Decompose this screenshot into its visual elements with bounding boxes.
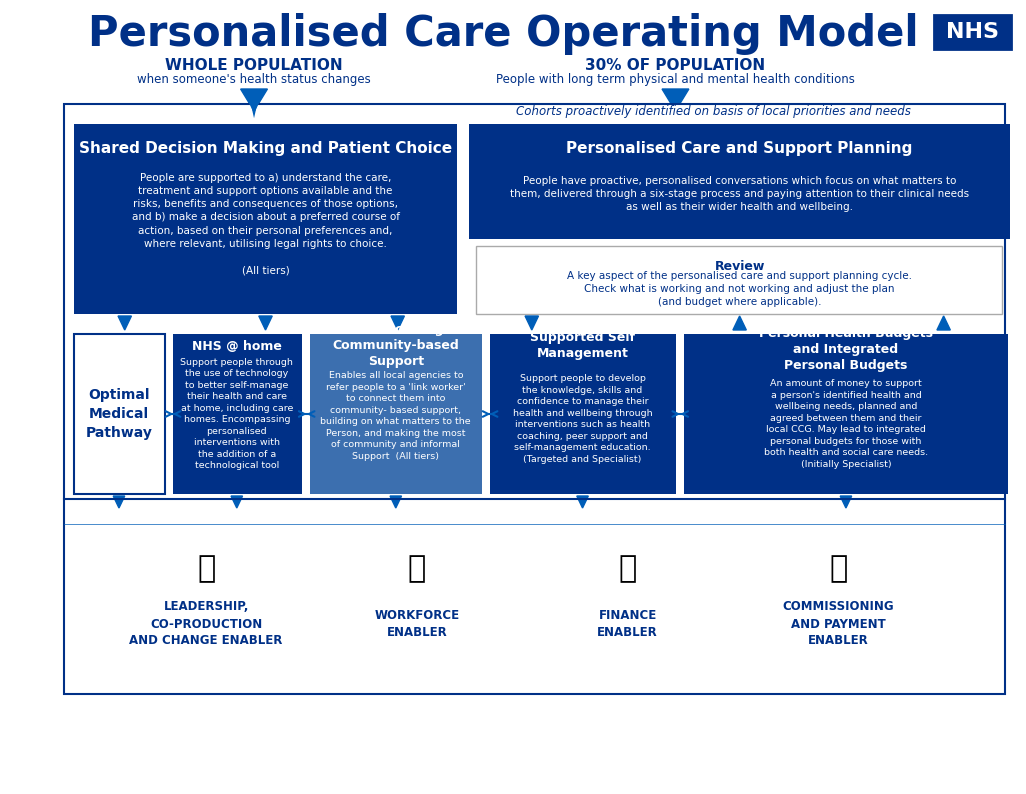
Polygon shape xyxy=(577,496,588,508)
Polygon shape xyxy=(259,316,272,330)
Polygon shape xyxy=(937,316,950,330)
Text: WHOLE POPULATION: WHOLE POPULATION xyxy=(165,59,343,74)
Text: 📋: 📋 xyxy=(829,554,847,584)
Text: Review: Review xyxy=(714,260,764,272)
FancyBboxPatch shape xyxy=(65,104,1004,694)
Polygon shape xyxy=(525,316,539,330)
Text: Support people to develop
the knowledge, skills and
confidence to manage their
h: Support people to develop the knowledge,… xyxy=(513,375,653,464)
Text: Optimal
Medical
Pathway: Optimal Medical Pathway xyxy=(85,387,153,441)
Text: WORKFORCE
ENABLER: WORKFORCE ENABLER xyxy=(374,609,460,639)
Text: A key aspect of the personalised care and support planning cycle.
Check what is : A key aspect of the personalised care an… xyxy=(567,271,912,307)
Text: LEADERSHIP,
CO-PRODUCTION
AND CHANGE ENABLER: LEADERSHIP, CO-PRODUCTION AND CHANGE ENA… xyxy=(129,600,283,647)
Text: FINANCE
ENABLER: FINANCE ENABLER xyxy=(597,609,658,639)
Polygon shape xyxy=(118,316,131,330)
Text: NHS @ home: NHS @ home xyxy=(192,340,282,353)
Polygon shape xyxy=(662,89,688,111)
Text: Enables all local agencies to
refer people to a 'link worker'
to connect them in: Enables all local agencies to refer peop… xyxy=(320,372,471,461)
Text: Supported Self
Management: Supported Self Management xyxy=(530,332,635,360)
Text: NHS: NHS xyxy=(946,22,999,42)
Text: when someone's health status changes: when someone's health status changes xyxy=(137,74,371,87)
Text: Shared Decision Making and Patient Choice: Shared Decision Making and Patient Choic… xyxy=(79,141,452,156)
Text: 👥: 👥 xyxy=(197,554,215,584)
Polygon shape xyxy=(390,496,401,508)
FancyBboxPatch shape xyxy=(172,334,302,494)
FancyBboxPatch shape xyxy=(934,15,1011,49)
Polygon shape xyxy=(231,496,242,508)
Text: 👤: 👤 xyxy=(407,554,426,584)
Text: People are supported to a) understand the care,
treatment and support options av: People are supported to a) understand th… xyxy=(131,173,399,276)
Polygon shape xyxy=(241,89,268,111)
Text: Social Prescribing and
Community-based
Support: Social Prescribing and Community-based S… xyxy=(318,323,474,368)
Polygon shape xyxy=(733,316,746,330)
Text: Support people through
the use of technology
to better self-manage
their health : Support people through the use of techno… xyxy=(181,358,293,470)
Text: Personal Health Budgets
and Integrated
Personal Budgets: Personal Health Budgets and Integrated P… xyxy=(759,326,933,372)
FancyBboxPatch shape xyxy=(476,246,1002,314)
Polygon shape xyxy=(113,496,125,508)
Polygon shape xyxy=(840,496,852,508)
Text: Cohorts proactively identified on basis of local priorities and needs: Cohorts proactively identified on basis … xyxy=(516,106,911,118)
Text: An amount of money to support
a person's identified health and
wellbeing needs, : An amount of money to support a person's… xyxy=(764,380,928,468)
Text: People have proactive, personalised conversations which focus on what matters to: People have proactive, personalised conv… xyxy=(510,175,970,212)
Text: 30% OF POPULATION: 30% OF POPULATION xyxy=(586,59,765,74)
Text: Personalised Care Operating Model: Personalised Care Operating Model xyxy=(88,13,918,55)
FancyBboxPatch shape xyxy=(489,334,676,494)
Polygon shape xyxy=(391,316,404,330)
Text: 📈: 📈 xyxy=(619,554,637,584)
Text: Personalised Care and Support Planning: Personalised Care and Support Planning xyxy=(566,141,913,156)
Text: People with long term physical and mental health conditions: People with long term physical and menta… xyxy=(496,74,855,87)
FancyBboxPatch shape xyxy=(74,124,457,314)
FancyBboxPatch shape xyxy=(469,124,1010,239)
FancyBboxPatch shape xyxy=(684,334,1008,494)
Text: COMMISSIONING
AND PAYMENT
ENABLER: COMMISSIONING AND PAYMENT ENABLER xyxy=(783,600,894,647)
FancyBboxPatch shape xyxy=(310,334,482,494)
FancyBboxPatch shape xyxy=(74,334,165,494)
